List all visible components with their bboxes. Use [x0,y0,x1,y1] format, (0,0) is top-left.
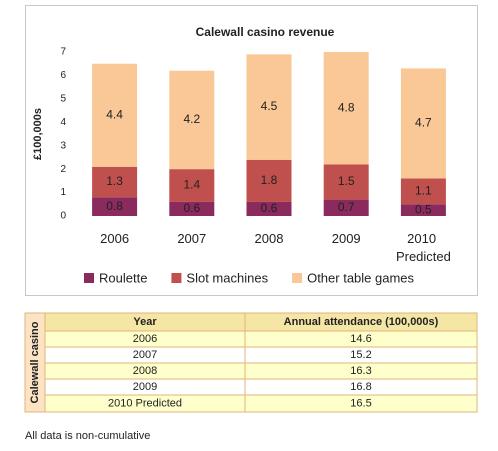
table-row [44,330,478,348]
y-tick-label: 0 [60,211,66,222]
bar-segment [323,164,369,200]
table-cell: 2009 [133,381,157,393]
bar-segment [400,68,446,179]
x-tick-label: 2007 [177,231,206,246]
legend-label: Slot machines [186,270,268,285]
table-cell: 15.2 [350,349,371,361]
x-tick-label: 2006 [100,231,129,246]
bar-segment [400,204,446,216]
table-row [44,394,478,413]
table-cell: 16.5 [350,397,371,409]
y-tick-label: 7 [60,47,66,58]
bar-segment [169,169,215,202]
data-label: 1.5 [338,174,355,188]
x-tick-label: 2008 [255,231,284,246]
data-label: 0.7 [338,200,355,214]
bar-segment [323,199,369,216]
table-side-label: Calewall casino [29,321,41,403]
table-header: Annual attendance (100,000s) [284,316,439,328]
bar-segment [92,197,138,216]
legend-swatch [171,273,182,283]
table-cell: 16.8 [350,381,371,393]
bar-segment [246,159,292,202]
y-tick-label: 1 [60,187,66,198]
table-header: Year [133,316,157,328]
bar-segment [246,201,292,216]
table-row [44,346,478,364]
y-tick-label: 6 [60,70,66,81]
legend-label: Roulette [99,270,147,285]
table-cell: 2007 [133,349,157,361]
bar-segment [400,178,446,205]
x-tick-label: 2010 Predicted [396,231,451,264]
data-label: 4.7 [415,116,432,130]
data-label: 1.4 [183,178,200,192]
data-label: 1.3 [106,174,123,188]
data-label: 0.8 [106,199,123,213]
data-label: 1.1 [415,184,432,198]
legend-swatch [292,273,303,283]
footnote: All data is non-cumulative [25,430,150,442]
table-row [44,378,478,396]
y-axis-label: £100,000s [32,108,44,160]
y-tick-label: 4 [60,117,66,128]
bar-segment [323,52,369,165]
chart-title: Calewall casino revenue [196,25,335,39]
y-tick-label: 2 [60,164,66,175]
table-cell: 2008 [133,365,157,377]
bar-segment [92,63,138,167]
data-label: 4.2 [183,112,200,126]
bar-segment [246,54,292,160]
y-tick-label: 3 [60,140,66,151]
data-label: 1.8 [261,173,278,187]
data-label: 4.4 [106,107,123,121]
data-label: 0.6 [261,201,278,215]
data-label: 4.8 [338,100,355,114]
bar-segment [169,201,215,216]
bar-segment [92,166,138,198]
table-cell: 16.3 [350,365,371,377]
table-cell: 14.6 [350,333,371,345]
table-cell: 2006 [133,333,157,345]
table-cell: 2010 Predicted [108,397,182,409]
y-tick-label: 5 [60,93,66,104]
table-row [44,362,478,380]
bar-segment [169,70,215,170]
legend-swatch [84,273,94,283]
x-tick-label: 2009 [332,231,361,246]
data-label: 0.6 [183,201,200,215]
data-label: 4.5 [261,99,278,113]
data-label: 0.5 [415,202,432,216]
legend-label: Other table games [307,270,414,285]
